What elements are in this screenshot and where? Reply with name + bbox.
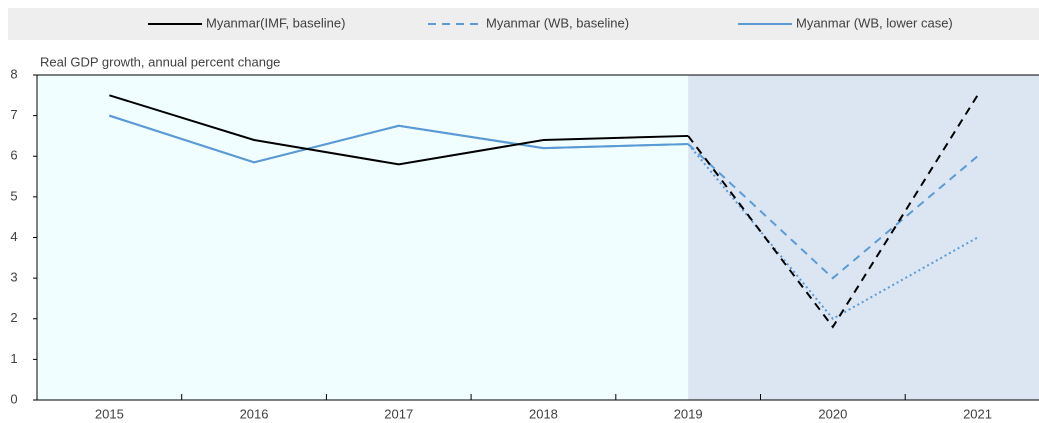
projection-shading [688, 75, 1039, 400]
y-tick-label: 7 [10, 107, 17, 122]
plot-frame [36, 74, 1039, 401]
data-line [687, 143, 979, 280]
legend-label: Myanmar (WB, baseline) [486, 15, 629, 30]
x-tick-label: 2017 [384, 406, 413, 421]
legend-label: Myanmar (WB, lower case) [796, 15, 953, 30]
data-line [687, 143, 979, 321]
data-line [109, 94, 689, 166]
data-line [687, 94, 979, 329]
y-tick-label: 0 [10, 391, 17, 406]
y-tick-label: 3 [10, 270, 17, 285]
chart-subtitle: Real GDP growth, annual percent change [40, 54, 280, 69]
x-tick-label: 2016 [240, 406, 269, 421]
data-line [109, 114, 689, 164]
y-tick-label: 8 [10, 66, 17, 81]
x-tick-label: 2018 [529, 406, 558, 421]
x-tick-label: 2015 [95, 406, 124, 421]
y-tick-label: 5 [10, 188, 17, 203]
x-tick-label: 2019 [674, 406, 703, 421]
x-tick-label: 2021 [963, 406, 992, 421]
y-tick-label: 1 [10, 351, 17, 366]
legend-label: Myanmar(IMF, baseline) [206, 15, 345, 30]
x-tick-label: 2020 [818, 406, 847, 421]
y-tick-label: 2 [10, 310, 17, 325]
y-tick-label: 6 [10, 148, 17, 163]
y-tick-label: 4 [10, 229, 17, 244]
